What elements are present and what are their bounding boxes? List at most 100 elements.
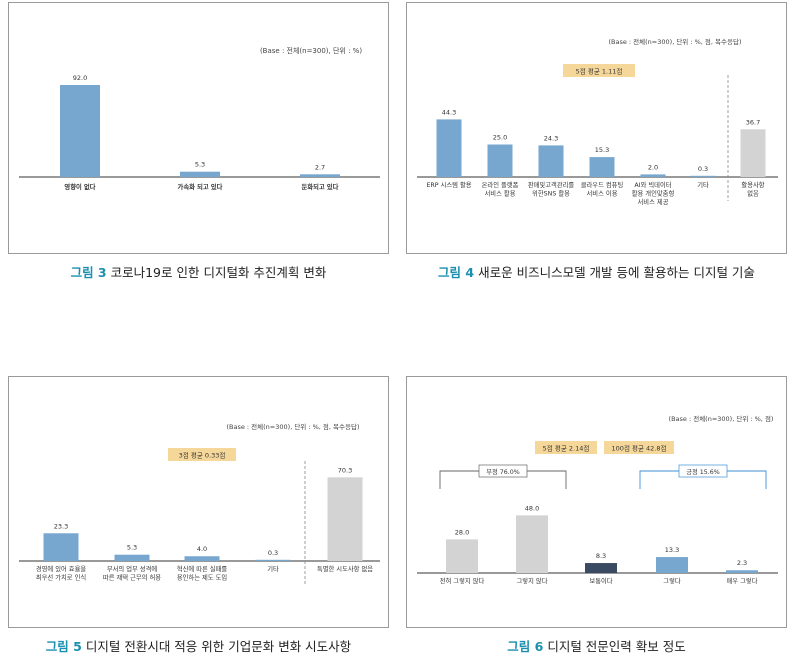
chart-4-value-label-4: 2.0 [648, 163, 658, 171]
chart-4-badge: 5점 평균 1.11점 [576, 66, 623, 75]
chart-5-category-label-0-line-1: 최우선 가치로 인식 [36, 573, 86, 582]
chart-5-category-label-2-line-0: 혁신에 따른 실패를 [177, 564, 228, 573]
chart-panel-4: (Base : 전체(n=300), 단위 : %, 점, 복수응답) 5점 평균… [406, 2, 787, 254]
chart-3-category-label-0: 영향이 없다 [64, 182, 95, 191]
caption-5-text: 디지털 전환시대 적응 위한 기업문화 변화 시도사항 [85, 639, 352, 654]
chart-4-category-label-4-line-1: 활용 개인맞춤형 [632, 189, 675, 198]
caption-3: 그림 3 코로나19로 인한 디지털화 추진계획 변화 [8, 262, 389, 281]
caption-6-figure: 그림 6 [507, 639, 544, 654]
chart-4-value-label-5: 0.3 [698, 165, 708, 173]
chart-6-badge-1: 100점 평균 42.8점 [612, 443, 667, 452]
chart-4-category-label-2-line-0: 판매및고객관리를 [528, 180, 575, 189]
chart-5-category-label-3: 기타 [267, 564, 279, 573]
chart-4-bar-5 [690, 175, 716, 177]
chart-6-note: (Base : 전체(n=300), 단위 : %, 점) [669, 414, 774, 423]
chart-5-value-label-3: 0.3 [268, 549, 278, 557]
chart-4-category-label-2-line-1: 위한SNS 활용 [532, 189, 570, 198]
chart-6-svg: (Base : 전체(n=300), 단위 : %, 점) 5점 평균 2.14점… [417, 414, 778, 585]
chart-panel-3: (Base : 전체(n=300), 단위 : %) 92.0 영향이 없다 5.3 가… [8, 2, 389, 254]
chart-3-value-label-2: 2.7 [315, 163, 325, 171]
chart-4-category-label-1-line-0: 온라인 플랫폼 [482, 180, 519, 189]
chart-3-note: (Base : 전체(n=300), 단위 : %) [260, 46, 362, 55]
chart-4-category-label-4-line-0: AI와 빅데이터 [634, 180, 671, 189]
chart-3-category-label-1: 가속화 되고 있다 [178, 182, 223, 191]
chart-4-badge-bg [563, 64, 635, 77]
chart-6-bar-0 [446, 539, 478, 573]
chart-4-value-label-3: 15.3 [595, 146, 609, 154]
chart-4-category-label-4-line-2: 서비스 제공 [638, 197, 669, 206]
caption-4-text: 새로운 비즈니스모델 개발 등에 활용하는 디지털 기술 [478, 265, 755, 280]
chart-6-value-label-1: 48.0 [525, 504, 539, 512]
caption-4-figure: 그림 4 [438, 265, 475, 280]
chart-panel-6: (Base : 전체(n=300), 단위 : %, 점) 5점 평균 2.14점… [406, 376, 787, 628]
chart-3-bar-1 [180, 171, 220, 177]
chart-5-value-label-2: 4.0 [197, 545, 207, 553]
chart-5-category-label-1-line-0: 부서의 업무 성격에 [107, 564, 158, 573]
chart-5-bar-2 [184, 556, 220, 561]
chart-3-value-label-0: 92.0 [73, 74, 87, 82]
chart-6-badge-0: 5점 평균 2.14점 [543, 443, 590, 452]
chart-5-bar-3 [255, 559, 291, 561]
chart-5-category-label-1-line-1: 따른 재택 근무의 허용 [103, 573, 161, 582]
chart-5-value-label-0: 23.3 [54, 522, 68, 530]
chart-panel-5: (Base : 전체(n=300), 단위 : %, 점, 복수응답) 3점 평균… [8, 376, 389, 628]
chart-4-value-label-6: 36.7 [746, 118, 760, 126]
chart-4-category-label-1-line-1: 서비스 활용 [485, 189, 516, 198]
chart-5-badge-bg [168, 448, 236, 461]
chart-4-bar-2 [538, 145, 564, 177]
chart-6-value-label-0: 28.0 [455, 528, 469, 536]
chart-6-category-label-1: 그렇지 않다 [517, 576, 548, 585]
chart-5-bar-0 [43, 533, 79, 561]
caption-5-figure: 그림 5 [45, 639, 82, 654]
chart-3-svg: (Base : 전체(n=300), 단위 : %) 92.0 영향이 없다 5.3 가… [19, 46, 380, 191]
caption-3-text: 코로나19로 인한 디지털화 추진계획 변화 [110, 265, 327, 280]
chart-4-value-label-2: 24.3 [544, 134, 558, 142]
chart-4-bar-1 [487, 144, 513, 177]
chart-5-value-label-4: 70.3 [338, 466, 352, 474]
chart-6-bracket-positive-label: 긍정 15.6% [686, 467, 720, 476]
caption-6-text: 디지털 전문인력 확보 정도 [547, 639, 686, 654]
chart-6-bar-1 [516, 515, 548, 573]
chart-3-bar-2 [300, 174, 340, 177]
chart-5-note: (Base : 전체(n=300), 단위 : %, 점, 복수응답) [227, 422, 360, 431]
chart-4-bar-0 [436, 119, 462, 177]
chart-5-bar-4 [327, 477, 363, 561]
chart-5-category-label-2-line-1: 용인하는 제도 도입 [177, 573, 227, 582]
chart-5-category-label-0-line-0: 경영에 있어 효율을 [36, 564, 87, 573]
chart-4-value-label-1: 25.0 [493, 134, 507, 142]
chart-6-category-label-2: 보통이다 [589, 576, 612, 585]
chart-6-bracket-negative-label: 부정 76.0% [486, 467, 520, 476]
chart-4-svg: (Base : 전체(n=300), 단위 : %, 점, 복수응답) 5점 평균… [417, 37, 778, 206]
chart-3-value-label-1: 5.3 [195, 161, 205, 169]
chart-5-category-label-4: 특별한 시도사항 없음 [317, 564, 373, 573]
caption-5: 그림 5 디지털 전환시대 적응 위한 기업문화 변화 시도사항 [8, 636, 389, 655]
chart-5-badge: 3점 평균 0.33점 [179, 450, 226, 459]
chart-4-category-label-3-line-1: 서비스 이용 [587, 189, 618, 198]
chart-4-category-label-6-line-0: 활용사항 [741, 180, 764, 189]
chart-4-bar-6 [740, 129, 766, 177]
chart-6-bracket-positive-box [678, 464, 728, 478]
chart-6-value-label-3: 13.3 [665, 546, 679, 554]
chart-6-bar-4 [726, 570, 758, 573]
chart-6-bar-2 [585, 563, 617, 573]
chart-4-bar-4 [640, 174, 666, 177]
chart-6-category-label-0: 전혀 그렇지 않다 [440, 576, 485, 585]
chart-5-bar-1 [114, 554, 150, 561]
chart-4-category-label-6-line-1: 없음 [747, 190, 759, 198]
chart-6-bracket-negative-box [478, 464, 528, 478]
chart-4-value-label-0: 44.3 [442, 108, 456, 116]
caption-4: 그림 4 새로운 비즈니스모델 개발 등에 활용하는 디지털 기술 [406, 262, 787, 281]
caption-6: 그림 6 디지털 전문인력 확보 정도 [406, 636, 787, 655]
chart-4-category-label-3-line-0: 클라우드 컴퓨팅 [581, 180, 624, 189]
chart-4-category-label-5: 기타 [697, 180, 709, 189]
chart-4-bar-3 [589, 157, 615, 177]
chart-3-category-label-2: 둔화되고 있다 [302, 182, 339, 191]
chart-6-value-label-2: 8.3 [596, 552, 606, 560]
chart-6-bar-3 [656, 557, 688, 573]
chart-6-badge-1-bg [604, 441, 674, 454]
chart-6-category-label-4: 매우 그렇다 [727, 576, 758, 585]
chart-4-note: (Base : 전체(n=300), 단위 : %, 점, 복수응답) [609, 37, 742, 46]
chart-5-svg: (Base : 전체(n=300), 단위 : %, 점, 복수응답) 3점 평균… [19, 422, 380, 585]
chart-5-value-label-1: 5.3 [127, 544, 137, 552]
chart-6-category-label-3: 그렇다 [663, 576, 681, 585]
